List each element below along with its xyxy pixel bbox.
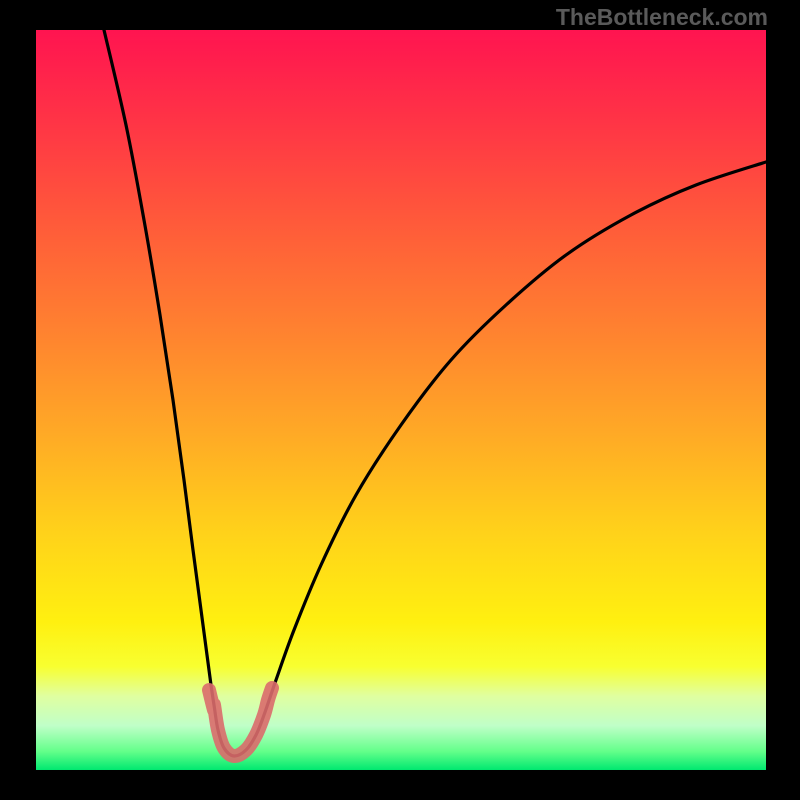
bottleneck-curve <box>36 30 766 770</box>
outer-frame: TheBottleneck.com <box>0 0 800 800</box>
main-curve-path <box>104 30 766 756</box>
plot-area <box>36 30 766 770</box>
minimum-highlight <box>209 688 272 756</box>
watermark-text: TheBottleneck.com <box>556 4 768 31</box>
